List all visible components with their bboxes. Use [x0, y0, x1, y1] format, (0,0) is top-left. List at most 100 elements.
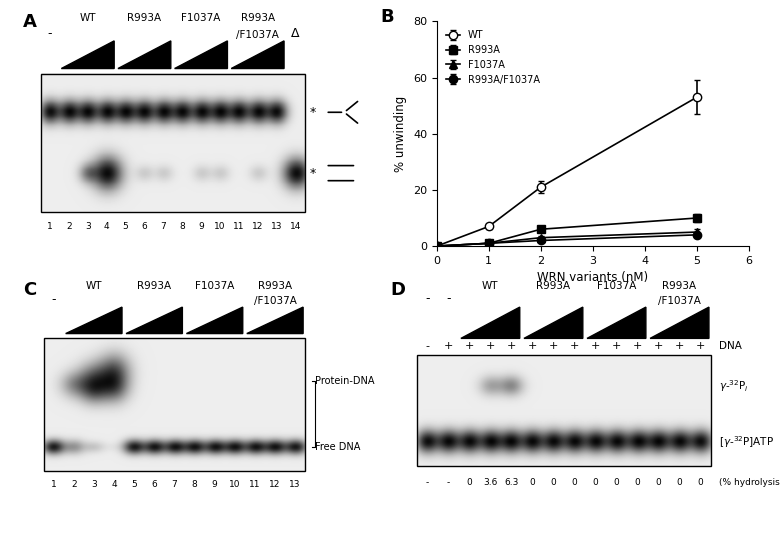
Text: F1037A: F1037A: [181, 13, 221, 23]
Polygon shape: [650, 307, 709, 338]
Text: $\gamma$-$^{32}$P$_i$: $\gamma$-$^{32}$P$_i$: [718, 378, 749, 394]
Text: +: +: [444, 341, 453, 350]
Text: 4: 4: [111, 480, 117, 490]
Text: 6.3: 6.3: [504, 478, 519, 487]
Text: DNA: DNA: [718, 341, 742, 350]
Text: C: C: [23, 280, 37, 299]
Text: 0: 0: [551, 478, 556, 487]
Polygon shape: [175, 41, 228, 68]
Text: 0: 0: [593, 478, 598, 487]
Text: +: +: [507, 341, 516, 350]
Text: +: +: [465, 341, 474, 350]
Text: /F1037A: /F1037A: [236, 29, 279, 40]
Text: 3: 3: [91, 480, 97, 490]
Text: -: -: [48, 27, 52, 40]
Text: +: +: [590, 341, 600, 350]
Text: +: +: [633, 341, 642, 350]
Text: +: +: [486, 341, 495, 350]
Legend: WT, R993A, F1037A, R993A/F1037A: WT, R993A, F1037A, R993A/F1037A: [441, 26, 544, 89]
Polygon shape: [246, 307, 303, 334]
Text: 10: 10: [229, 480, 240, 490]
Text: 2: 2: [66, 222, 72, 231]
Text: 1: 1: [51, 480, 56, 490]
Text: 12: 12: [252, 222, 264, 231]
Text: R993A: R993A: [240, 13, 275, 23]
Text: F1037A: F1037A: [597, 280, 636, 291]
Text: WT: WT: [80, 13, 96, 23]
Text: 0: 0: [697, 478, 704, 487]
Polygon shape: [524, 307, 583, 338]
Text: [$\gamma$-$^{32}$P]ATP: [$\gamma$-$^{32}$P]ATP: [718, 434, 774, 449]
Text: -: -: [446, 292, 451, 304]
Text: 9: 9: [211, 480, 218, 490]
Text: 8: 8: [179, 222, 185, 231]
Text: R993A: R993A: [258, 280, 292, 291]
Text: 6: 6: [151, 480, 157, 490]
Text: 1: 1: [47, 222, 53, 231]
Text: +: +: [528, 341, 537, 350]
Text: 0: 0: [676, 478, 682, 487]
Text: B: B: [381, 8, 394, 26]
Text: +: +: [569, 341, 579, 350]
Text: 3.6: 3.6: [483, 478, 498, 487]
Text: +: +: [675, 341, 684, 350]
Text: F1037A: F1037A: [195, 280, 234, 291]
Text: *: *: [310, 106, 316, 119]
Text: R993A: R993A: [537, 280, 570, 291]
Text: 7: 7: [172, 480, 177, 490]
Text: 11: 11: [249, 480, 261, 490]
Polygon shape: [126, 307, 183, 334]
Text: 9: 9: [198, 222, 204, 231]
Polygon shape: [231, 41, 284, 68]
Text: 13: 13: [271, 222, 282, 231]
Text: Δ: Δ: [291, 27, 300, 40]
Text: D: D: [390, 280, 405, 299]
Text: R993A: R993A: [662, 280, 697, 291]
Text: R993A: R993A: [137, 280, 172, 291]
Text: WT: WT: [86, 280, 102, 291]
Text: 0: 0: [656, 478, 661, 487]
Bar: [41, 73, 305, 212]
Text: 6: 6: [141, 222, 147, 231]
Text: 8: 8: [192, 480, 197, 490]
Text: 0: 0: [635, 478, 640, 487]
Text: 13: 13: [289, 480, 301, 490]
Text: 3: 3: [85, 222, 90, 231]
Polygon shape: [62, 41, 114, 68]
Text: 0: 0: [530, 478, 535, 487]
Text: 0: 0: [614, 478, 619, 487]
Y-axis label: % unwinding: % unwinding: [395, 96, 407, 172]
Text: 0: 0: [572, 478, 577, 487]
Polygon shape: [587, 307, 646, 338]
Polygon shape: [118, 41, 171, 68]
Text: 5: 5: [122, 222, 129, 231]
Text: 12: 12: [269, 480, 281, 490]
Text: Free DNA: Free DNA: [315, 442, 360, 452]
Text: -: -: [51, 293, 56, 306]
Text: -: -: [425, 292, 430, 304]
Text: 5: 5: [131, 480, 137, 490]
Text: +: +: [612, 341, 621, 350]
Polygon shape: [186, 307, 243, 334]
Text: 2: 2: [71, 480, 76, 490]
Text: 0: 0: [466, 478, 472, 487]
Text: WT: WT: [482, 280, 498, 291]
Text: /F1037A: /F1037A: [658, 296, 701, 306]
Text: -: -: [426, 478, 429, 487]
Bar: [417, 355, 711, 466]
Text: R993A: R993A: [127, 13, 161, 23]
Text: *: *: [310, 166, 316, 180]
Text: 11: 11: [233, 222, 244, 231]
Text: A: A: [23, 13, 37, 31]
Text: Protein-DNA: Protein-DNA: [315, 376, 374, 386]
Text: /F1037A: /F1037A: [254, 296, 296, 306]
Text: 14: 14: [289, 222, 301, 231]
Text: (% hydrolysis): (% hydrolysis): [718, 478, 780, 487]
Text: +: +: [654, 341, 663, 350]
Text: 4: 4: [104, 222, 109, 231]
Text: -: -: [425, 341, 429, 350]
Text: -: -: [447, 478, 450, 487]
X-axis label: WRN variants (nM): WRN variants (nM): [537, 271, 648, 285]
Polygon shape: [66, 307, 122, 334]
Text: +: +: [548, 341, 558, 350]
